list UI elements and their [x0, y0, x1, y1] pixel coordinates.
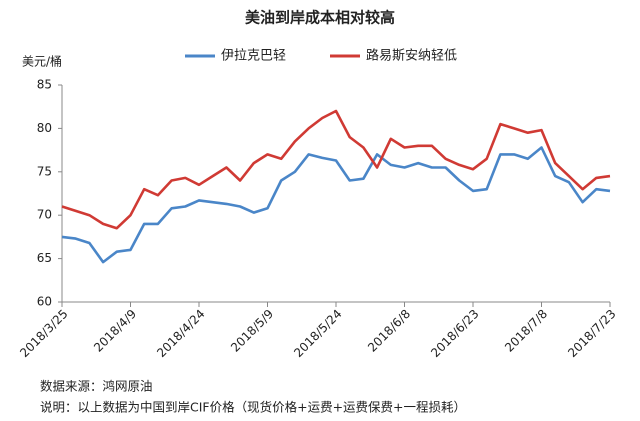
x-tick-label: 2018/4/9 [91, 307, 139, 355]
x-tick-label: 2018/7/23 [565, 307, 618, 360]
legend-label: 伊拉克巴轻 [221, 49, 286, 64]
y-tick-label: 70 [37, 208, 52, 222]
x-tick-label: 2018/5/9 [228, 307, 276, 355]
x-tick-label: 2018/3/25 [17, 307, 70, 360]
x-tick-label: 2018/7/8 [502, 307, 550, 355]
x-tick-label: 2018/5/24 [291, 307, 344, 360]
y-tick-label: 75 [37, 164, 52, 178]
x-tick-label: 2018/6/23 [428, 307, 481, 360]
y-tick-label: 85 [37, 78, 52, 92]
note: 说明：以上数据为中国到岸CIF价格（现货价格+运费+运费保费+一程损耗） [40, 400, 466, 415]
series-line [61, 146, 611, 264]
y-tick-label: 60 [37, 295, 52, 309]
y-axis-label: 美元/桶 [22, 54, 62, 69]
y-tick-label: 65 [37, 251, 52, 265]
series-line [61, 109, 611, 230]
chart-title: 美油到岸成本相对较高 [245, 9, 395, 27]
y-tick-label: 80 [37, 121, 52, 135]
source: 数据来源：鸿网原油 [40, 379, 153, 394]
legend-label: 路易斯安纳轻低 [366, 48, 457, 64]
x-tick-label: 2018/4/24 [154, 307, 207, 360]
x-tick-label: 2018/6/8 [365, 307, 413, 355]
